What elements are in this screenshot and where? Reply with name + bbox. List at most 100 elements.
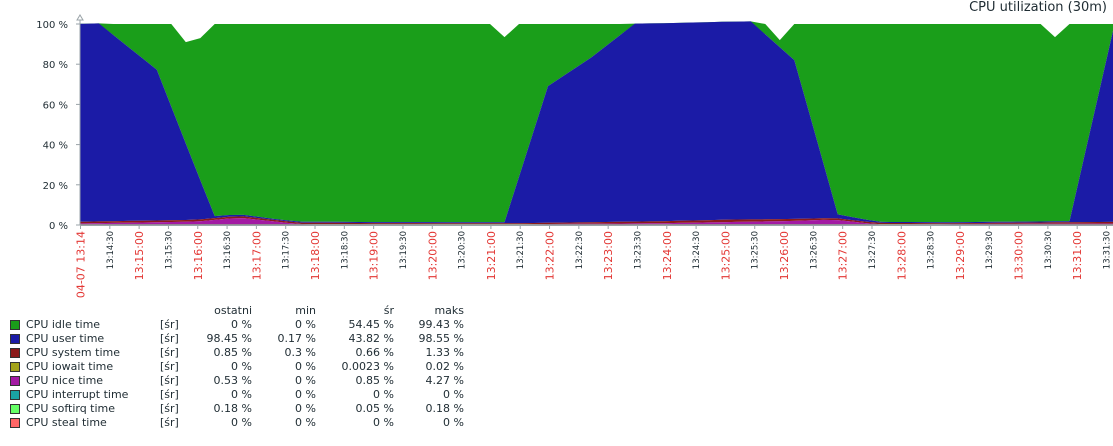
legend-min-value: 0 % xyxy=(295,402,316,415)
x-tick-label: 13:18:00 xyxy=(309,231,322,280)
x-tick-label: 13:31:30 xyxy=(1103,231,1113,269)
x-tick-label: 13:25:30 xyxy=(751,231,761,269)
legend-swatch xyxy=(10,320,20,330)
cpu-utilization-chart: 0 % 20 % 40 % 60 % 80 % 100 % 04-07 13:14 13:14… xyxy=(36,14,1113,298)
legend-series-name: CPU softirq time xyxy=(26,402,116,415)
legend-swatch xyxy=(10,404,20,414)
x-tick-label: 13:17:00 xyxy=(250,231,263,280)
legend-max-value: 99.43 % xyxy=(418,318,464,331)
legend-avg-value: 0.05 % xyxy=(355,402,394,415)
x-tick-label: 13:22:00 xyxy=(544,231,557,280)
y-tick-label: 60 % xyxy=(43,100,68,111)
legend-last-value: 0 % xyxy=(231,360,252,373)
legend-row: CPU user time [śr] 98.45 % 0.17 % 43.82 % 98.… xyxy=(10,332,470,346)
legend-max-value: 0.02 % xyxy=(425,360,464,373)
x-tick-label: 13:28:00 xyxy=(895,231,908,280)
legend-max-value: 98.55 % xyxy=(418,332,464,345)
legend-row: CPU system time [śr] 0.85 % 0.3 % 0.66 % 1.33… xyxy=(10,346,470,360)
x-tick-label: 13:30:00 xyxy=(1013,231,1026,280)
legend-avg-value: 0 % xyxy=(373,416,394,429)
legend-function: [śr] xyxy=(160,374,179,387)
legend-max-value: 0.18 % xyxy=(425,402,464,415)
x-tick-label: 13:20:00 xyxy=(426,231,439,280)
legend-last-value: 0.85 % xyxy=(213,346,252,359)
x-tick-label: 13:18:30 xyxy=(340,231,350,269)
legend-min-value: 0 % xyxy=(295,360,316,373)
legend-header-min: min xyxy=(295,304,316,317)
legend-min-value: 0.3 % xyxy=(284,346,316,359)
x-tick-label: 13:15:00 xyxy=(133,231,146,280)
x-tick-label: 13:23:30 xyxy=(634,231,644,269)
y-tick-label: 40 % xyxy=(43,141,68,152)
y-tick-label: 0 % xyxy=(49,221,68,232)
x-tick-label: 13:29:30 xyxy=(985,231,995,269)
legend-series-name: CPU idle time xyxy=(26,318,101,331)
x-tick-label: 13:25:00 xyxy=(719,231,732,280)
legend-function: [śr] xyxy=(160,346,179,359)
x-tick-label: 13:27:00 xyxy=(837,231,850,280)
y-axis-arrow xyxy=(76,14,84,21)
x-tick-label: 13:27:30 xyxy=(868,231,878,269)
legend-series-name: CPU iowait time xyxy=(26,360,114,373)
legend-row: CPU nice time [śr] 0.53 % 0 % 0.85 % 4.27 % xyxy=(10,374,470,388)
x-tick-label: 13:16:00 xyxy=(192,231,205,280)
legend-series-name: CPU steal time xyxy=(26,416,107,429)
legend-min-value: 0 % xyxy=(295,374,316,387)
legend-function: [śr] xyxy=(160,360,179,373)
legend-series-name: CPU system time xyxy=(26,346,120,359)
legend-series-name: CPU user time xyxy=(26,332,105,345)
x-tick-label: 13:30:30 xyxy=(1044,231,1054,269)
x-tick-label: 13:17:30 xyxy=(282,231,292,269)
x-tick-label: 13:19:30 xyxy=(399,231,409,269)
x-tick-label: 13:21:30 xyxy=(516,231,526,269)
legend-min-value: 0 % xyxy=(295,416,316,429)
legend-series-name: CPU interrupt time xyxy=(26,388,129,401)
legend-min-value: 0 % xyxy=(295,388,316,401)
legend-series-name: CPU nice time xyxy=(26,374,104,387)
legend-max-value: 1.33 % xyxy=(425,346,464,359)
legend-avg-value: 54.45 % xyxy=(348,318,394,331)
y-tick-label: 20 % xyxy=(43,181,68,192)
legend-function: [śr] xyxy=(160,318,179,331)
legend-last-value: 0 % xyxy=(231,416,252,429)
x-tick-label: 13:23:00 xyxy=(602,231,615,280)
x-tick-label: 13:24:00 xyxy=(661,231,674,280)
chart-title: CPU utilization (30m) xyxy=(969,0,1107,15)
legend-avg-value: 43.82 % xyxy=(348,332,394,345)
legend-swatch xyxy=(10,390,20,400)
x-tick-label: 13:26:30 xyxy=(809,231,819,269)
x-tick-label: 13:31:00 xyxy=(1071,231,1084,280)
legend-header-max: maks xyxy=(434,304,464,317)
legend-min-value: 0 % xyxy=(295,318,316,331)
legend-row: CPU idle time [śr] 0 % 0 % 54.45 % 99.43 % xyxy=(10,318,470,332)
legend-header: ostatni min śr maks xyxy=(10,304,470,318)
legend-row: CPU steal time [śr] 0 % 0 % 0 % 0 % xyxy=(10,416,470,430)
legend-max-value: 0 % xyxy=(443,416,464,429)
legend-function: [śr] xyxy=(160,388,179,401)
x-tick-label: 13:24:30 xyxy=(692,231,702,269)
legend-avg-value: 0.66 % xyxy=(355,346,394,359)
legend-function: [śr] xyxy=(160,332,179,345)
legend-avg-value: 0.85 % xyxy=(355,374,394,387)
legend-max-value: 0 % xyxy=(443,388,464,401)
x-tick-label: 13:22:30 xyxy=(575,231,585,269)
legend-last-value: 0.53 % xyxy=(213,374,252,387)
system-area xyxy=(80,216,1113,225)
x-tick-label: 13:26:00 xyxy=(778,231,791,280)
legend-header-avg: śr xyxy=(383,304,394,317)
legend-function: [śr] xyxy=(160,416,179,429)
legend-swatch xyxy=(10,376,20,386)
legend-header-last: ostatni xyxy=(214,304,252,317)
legend-row: CPU interrupt time [śr] 0 % 0 % 0 % 0 % xyxy=(10,388,470,402)
x-tick-label: 13:29:00 xyxy=(954,231,967,280)
legend-last-value: 0 % xyxy=(231,388,252,401)
x-tick-label: 13:14:30 xyxy=(106,231,116,269)
idle-area xyxy=(80,21,1113,223)
legend-swatch xyxy=(10,334,20,344)
legend-avg-value: 0.0023 % xyxy=(341,360,394,373)
legend-last-value: 98.45 % xyxy=(206,332,252,345)
x-tick-label: 04-07 13:14 xyxy=(75,231,88,298)
nice-area xyxy=(80,218,1113,225)
legend-swatch xyxy=(10,362,20,372)
legend-last-value: 0.18 % xyxy=(213,402,252,415)
